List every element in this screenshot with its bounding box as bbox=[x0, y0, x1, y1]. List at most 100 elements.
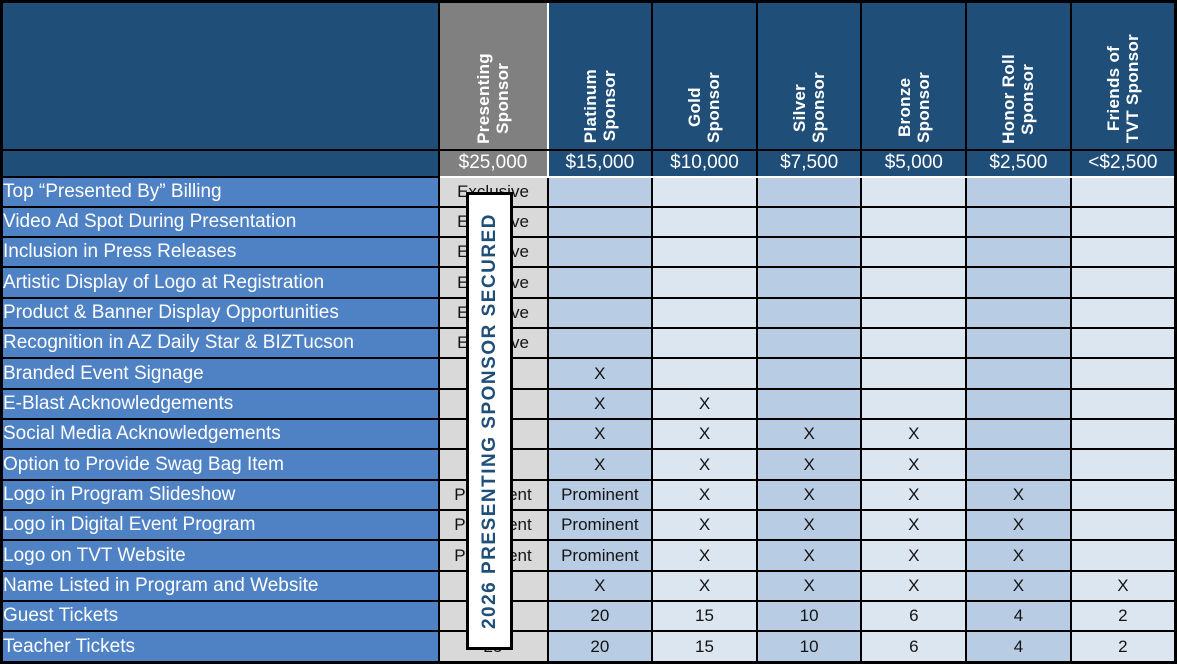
column-header-label: Silver Sponsor bbox=[790, 72, 829, 144]
cell-platinum-sponsor: 20 bbox=[546, 630, 654, 664]
cell-honor-roll-sponsor bbox=[965, 327, 1072, 360]
cell-bronze-sponsor: 6 bbox=[860, 600, 968, 633]
cell-platinum-sponsor: X bbox=[546, 387, 654, 421]
column-header-label: Honor Roll Sponsor bbox=[999, 53, 1038, 144]
row-label: Logo on TVT Website bbox=[0, 539, 440, 572]
cell-friends-of-tvt-sponsor bbox=[1069, 357, 1177, 390]
cell-gold-sponsor bbox=[651, 236, 758, 269]
row-label: Name Listed in Program and Website bbox=[0, 569, 440, 603]
cell-bronze-sponsor bbox=[860, 205, 968, 239]
cell-bronze-sponsor: X bbox=[860, 448, 968, 481]
price-honor-roll-sponsor: $2,500 bbox=[965, 148, 1072, 178]
cell-gold-sponsor: X bbox=[651, 539, 758, 572]
price-friends-of-tvt-sponsor: <$2,500 bbox=[1069, 148, 1177, 178]
cell-platinum-sponsor bbox=[546, 236, 654, 269]
cell-bronze-sponsor bbox=[860, 357, 968, 390]
cell-bronze-sponsor bbox=[860, 387, 968, 421]
cell-platinum-sponsor bbox=[546, 175, 654, 208]
cell-silver-sponsor bbox=[755, 296, 863, 330]
column-header-presenting-sponsor: Presenting Sponsor bbox=[437, 0, 549, 151]
cell-silver-sponsor: 10 bbox=[755, 630, 863, 664]
cell-bronze-sponsor: 6 bbox=[860, 630, 968, 664]
cell-platinum-sponsor: X bbox=[546, 569, 654, 603]
cell-silver-sponsor: X bbox=[755, 448, 863, 481]
cell-honor-roll-sponsor: X bbox=[965, 539, 1072, 572]
cell-silver-sponsor: X bbox=[755, 478, 863, 512]
cell-platinum-sponsor: Prominent bbox=[546, 509, 654, 542]
cell-friends-of-tvt-sponsor bbox=[1069, 236, 1177, 269]
column-header-label: Gold Sponsor bbox=[685, 72, 724, 144]
benefit-row: Video Ad Spot During PresentationExclusi… bbox=[0, 205, 1177, 239]
row-label: Video Ad Spot During Presentation bbox=[0, 205, 440, 239]
column-header-bronze-sponsor: Bronze Sponsor bbox=[860, 0, 968, 151]
row-label: E-Blast Acknowledgements bbox=[0, 387, 440, 421]
cell-friends-of-tvt-sponsor bbox=[1069, 175, 1177, 208]
cell-honor-roll-sponsor: 4 bbox=[965, 630, 1072, 664]
cell-gold-sponsor bbox=[651, 175, 758, 208]
cell-bronze-sponsor bbox=[860, 296, 968, 330]
cell-gold-sponsor: X bbox=[651, 509, 758, 542]
cell-friends-of-tvt-sponsor bbox=[1069, 327, 1177, 360]
benefit-row: Social Media Acknowledgements X X X X bbox=[0, 418, 1177, 451]
cell-honor-roll-sponsor: X bbox=[965, 509, 1072, 542]
benefit-row: Name Listed in Program and Website X X X X X X bbox=[0, 569, 1177, 603]
row-label: Social Media Acknowledgements bbox=[0, 418, 440, 451]
cell-bronze-sponsor bbox=[860, 266, 968, 299]
cell-gold-sponsor: 15 bbox=[651, 600, 758, 633]
cell-gold-sponsor: X bbox=[651, 418, 758, 451]
cell-platinum-sponsor: X bbox=[546, 357, 654, 390]
cell-honor-roll-sponsor: 4 bbox=[965, 600, 1072, 633]
cell-bronze-sponsor: X bbox=[860, 569, 968, 603]
cell-friends-of-tvt-sponsor: 2 bbox=[1069, 600, 1177, 633]
cell-platinum-sponsor: X bbox=[546, 418, 654, 451]
cell-bronze-sponsor: X bbox=[860, 539, 968, 572]
benefit-row: Recognition in AZ Daily Star & BIZTucson… bbox=[0, 327, 1177, 360]
cell-silver-sponsor bbox=[755, 236, 863, 269]
cell-silver-sponsor bbox=[755, 387, 863, 421]
cell-silver-sponsor: X bbox=[755, 509, 863, 542]
benefit-row: Logo on TVT WebsiteProminentProminentXXX… bbox=[0, 539, 1177, 572]
cell-honor-roll-sponsor: X bbox=[965, 569, 1072, 603]
cell-bronze-sponsor bbox=[860, 175, 968, 208]
tier-header-row: Presenting Sponsor Platinum Sponsor Gold S… bbox=[0, 0, 1177, 151]
cell-silver-sponsor: X bbox=[755, 539, 863, 572]
cell-bronze-sponsor bbox=[860, 327, 968, 360]
cell-platinum-sponsor: Prominent bbox=[546, 539, 654, 572]
cell-friends-of-tvt-sponsor bbox=[1069, 509, 1177, 542]
cell-honor-roll-sponsor bbox=[965, 296, 1072, 330]
cell-friends-of-tvt-sponsor bbox=[1069, 448, 1177, 481]
row-label: Logo in Digital Event Program bbox=[0, 509, 440, 542]
column-header-honor-roll-sponsor: Honor Roll Sponsor bbox=[965, 0, 1072, 151]
column-header-label: Bronze Sponsor bbox=[894, 72, 933, 144]
row-label: Top “Presented By” Billing bbox=[0, 175, 440, 208]
column-header-friends-of-tvt-sponsor: Friends of TVT Sponsor bbox=[1069, 0, 1177, 151]
cell-friends-of-tvt-sponsor bbox=[1069, 478, 1177, 512]
row-label: Branded Event Signage bbox=[0, 357, 440, 390]
cell-silver-sponsor bbox=[755, 175, 863, 208]
price-row-label-cell bbox=[0, 148, 440, 178]
cell-honor-roll-sponsor bbox=[965, 448, 1072, 481]
cell-platinum-sponsor: 20 bbox=[546, 600, 654, 633]
benefit-row: Branded Event Signage X bbox=[0, 357, 1177, 390]
cell-friends-of-tvt-sponsor bbox=[1069, 539, 1177, 572]
row-label: Guest Tickets bbox=[0, 600, 440, 633]
cell-friends-of-tvt-sponsor bbox=[1069, 205, 1177, 239]
benefit-row: Logo in Program SlideshowProminentPromin… bbox=[0, 478, 1177, 512]
cell-platinum-sponsor bbox=[546, 296, 654, 330]
secured-banner: 2026 PRESENTING SPONSOR SECURED bbox=[466, 192, 513, 650]
price-row: $25,000 $15,000 $10,000 $7,500 $5,000 $2,500 <… bbox=[0, 148, 1177, 178]
cell-honor-roll-sponsor bbox=[965, 236, 1072, 269]
cell-platinum-sponsor: X bbox=[546, 448, 654, 481]
cell-honor-roll-sponsor bbox=[965, 205, 1072, 239]
cell-friends-of-tvt-sponsor: X bbox=[1069, 569, 1177, 603]
price-platinum-sponsor: $15,000 bbox=[546, 148, 654, 178]
cell-silver-sponsor: 10 bbox=[755, 600, 863, 633]
secured-banner-text: 2026 PRESENTING SPONSOR SECURED bbox=[478, 212, 500, 630]
benefit-row: Option to Provide Swag Bag Item X X X X bbox=[0, 448, 1177, 481]
row-label: Logo in Program Slideshow bbox=[0, 478, 440, 512]
cell-gold-sponsor: X bbox=[651, 478, 758, 512]
column-header-platinum-sponsor: Platinum Sponsor bbox=[546, 0, 654, 151]
cell-bronze-sponsor: X bbox=[860, 478, 968, 512]
